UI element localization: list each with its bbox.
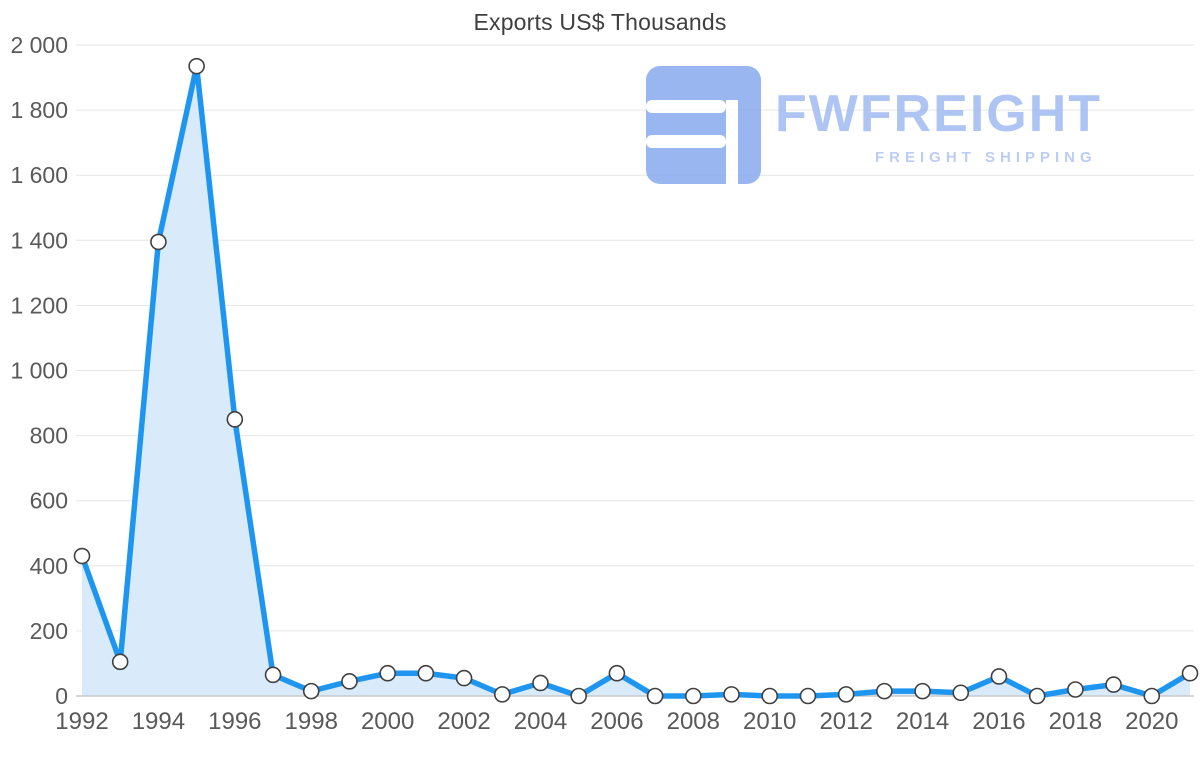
data-point-marker [264,666,282,684]
data-point-marker [990,668,1008,685]
x-axis-tick-label: 2018 [1049,708,1102,735]
data-point-marker [302,682,320,700]
x-axis-tick-label: 2020 [1125,708,1178,735]
data-point-marker [111,653,129,671]
data-point-marker [1067,681,1084,698]
data-point-marker [876,682,893,700]
y-axis-tick-label: 1 800 [10,97,68,123]
chart-title: Exports US$ Thousands [473,9,727,35]
x-axis-tick-label: 1996 [208,708,261,735]
data-point-marker [608,664,626,682]
data-point-marker [150,233,167,251]
data-point-marker [73,547,91,565]
data-point-marker [799,687,817,705]
data-point-marker [226,411,244,428]
y-axis-tick-label: 1 600 [10,162,68,188]
area-fill [82,66,1190,697]
y-axis-tick-label: 1 400 [10,227,68,253]
y-axis-tick-label: 400 [30,553,68,579]
data-point-marker [570,687,587,705]
x-axis-tick-label: 1994 [132,708,185,735]
y-axis-tick-label: 200 [30,618,68,644]
data-point-marker [341,673,358,690]
data-point-marker [1028,687,1046,705]
y-axis-tick-label: 600 [30,488,68,514]
x-axis-tick-label: 2008 [667,708,720,735]
data-point-marker [493,686,511,703]
y-axis-tick-label: 1 200 [10,292,68,318]
y-axis-tick-label: 1 000 [10,358,68,384]
x-axis-tick-label: 2004 [514,708,567,735]
y-axis-tick-label: 800 [30,423,68,449]
x-axis-tick-label: 2002 [437,708,490,735]
data-point-marker [1105,676,1122,693]
x-axis-tick-label: 1998 [285,708,338,735]
data-point-marker [685,687,702,705]
data-point-marker [188,57,205,75]
data-point-marker [417,664,435,682]
data-point-marker [379,664,396,682]
data-point-marker [761,687,779,705]
data-point-marker [646,687,664,705]
data-point-marker [952,684,970,702]
x-axis-tick-label: 2006 [590,708,643,735]
x-axis-tick-label: 2014 [896,708,949,735]
data-point-marker [455,669,473,687]
data-point-marker [532,674,549,692]
data-point-marker [723,686,740,703]
x-axis-tick-label: 2012 [819,708,872,735]
x-axis-tick-label: 2010 [743,708,796,735]
y-axis-tick-label: 2 000 [10,32,68,58]
data-point-marker [1181,664,1199,682]
data-point-marker [914,682,931,700]
x-axis-tick-label: 2000 [361,708,414,735]
y-axis-tick-label: 0 [55,683,68,709]
data-point-marker [837,686,855,703]
x-axis-tick-label: 2016 [972,708,1025,735]
x-axis-tick-label: 1992 [55,708,108,735]
data-point-marker [1143,687,1161,705]
